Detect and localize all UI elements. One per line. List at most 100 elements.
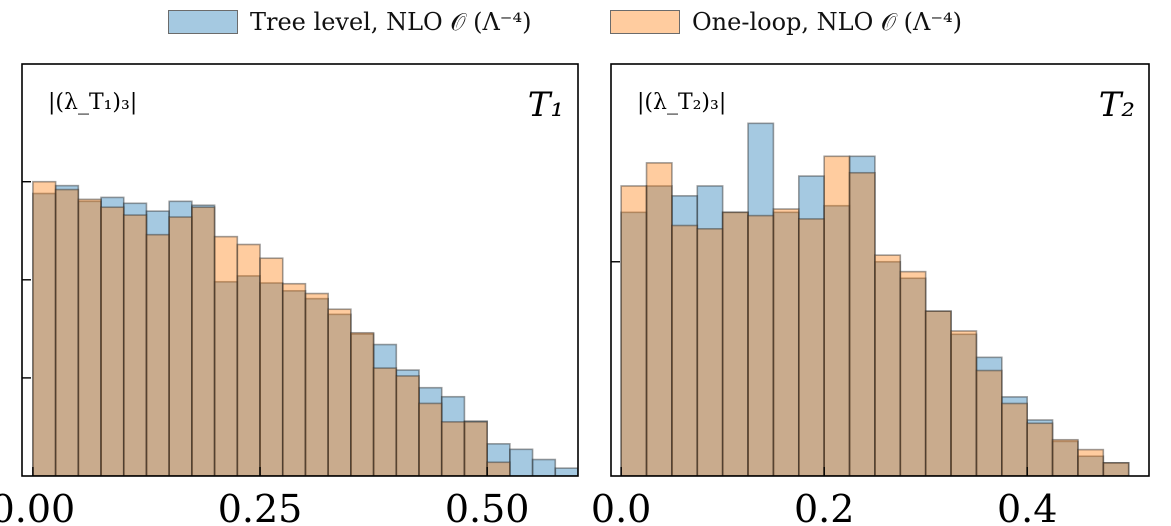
one-loop-bar-9 <box>848 171 876 476</box>
one-loop-bar-12 <box>304 292 329 476</box>
tree-level-bar-22 <box>531 458 557 476</box>
one-loop-bar-5 <box>145 233 170 476</box>
x-tick-label: 0.0 <box>591 487 651 526</box>
tree-level-bar-4 <box>122 202 148 476</box>
panel-label: T₁ <box>528 85 564 125</box>
tree-level-bar-14 <box>975 356 1003 476</box>
one-loop-bar-15 <box>1001 402 1028 476</box>
panel-t2: 0.0 0.2 0.4 |(λ_T₂)₃| T₂ <box>591 63 1150 526</box>
one-loop-bar-16 <box>395 375 420 476</box>
tree-level-bar-23 <box>554 467 578 476</box>
one-loop-bar-3 <box>696 228 724 476</box>
legend-label-tree: Tree level, NLO 𝒪 (Λ⁻⁴) <box>250 8 532 36</box>
tree-level-bar-8 <box>213 280 239 476</box>
legend: Tree level, NLO 𝒪 (Λ⁻⁴) One-loop, NLO 𝒪 … <box>0 0 1171 46</box>
tree-level-bar-0 <box>620 211 648 476</box>
one-loop-bar-13 <box>950 330 978 476</box>
tree-level-bar-19 <box>1102 462 1130 476</box>
one-loop-bar-15 <box>372 367 398 476</box>
legend-swatch-tree <box>168 10 238 34</box>
panel-t1: 0.00 0.25 0.50 |(λ_T₁)₃| T₁ <box>0 63 579 526</box>
quantity-label: |(λ_T₂)₃| <box>637 90 726 115</box>
tree-level-bar-15 <box>1001 396 1028 476</box>
tree-level-bar-8 <box>823 204 851 476</box>
tree-level-bar-9 <box>848 155 876 476</box>
one-loop-bar-7 <box>797 218 825 476</box>
one-loop-bar-10 <box>259 257 284 476</box>
tree-level-bar-7 <box>191 204 216 476</box>
tree-level-bar-7 <box>797 175 825 476</box>
one-loop-bar-20 <box>486 461 511 476</box>
one-loop-bar-8 <box>823 155 851 476</box>
one-loop-bar-16 <box>1026 422 1054 476</box>
panel-label: T₂ <box>1099 85 1135 125</box>
one-loop-bar-1 <box>645 162 673 476</box>
one-loop-bar-11 <box>899 270 927 476</box>
x-tick-label: 0.4 <box>997 487 1057 526</box>
one-loop-bar-18 <box>440 421 466 476</box>
tree-level-bar-5 <box>145 210 170 476</box>
one-loop-bar-0 <box>620 185 648 476</box>
tree-level-bar-21 <box>509 448 534 476</box>
one-loop-bar-0 <box>32 180 57 476</box>
tree-level-bar-6 <box>772 211 800 476</box>
tree-level-bar-1 <box>54 184 80 476</box>
tree-level-bar-9 <box>236 275 261 476</box>
tree-level-bar-13 <box>327 313 352 476</box>
one-loop-bar-18 <box>1077 448 1105 476</box>
tree-level-bar-19 <box>463 420 488 476</box>
one-loop-bar-13 <box>327 308 352 476</box>
tree-level-bar-4 <box>721 211 749 476</box>
plot-frame <box>610 63 1150 477</box>
tree-level-bar-10 <box>874 260 902 476</box>
x-tick-label: 0.50 <box>445 487 530 526</box>
tree-level-bar-3 <box>100 196 125 476</box>
one-loop-bar-14 <box>350 331 375 476</box>
tree-level-bar-13 <box>950 333 978 476</box>
tree-level-bar-11 <box>281 289 307 476</box>
x-tick-label: 0.25 <box>218 487 303 526</box>
one-loop-bar-6 <box>772 208 800 476</box>
x-tick-label: 0.2 <box>794 487 854 526</box>
legend-label-one-loop: One-loop, NLO 𝒪 (Λ⁻⁴) <box>692 8 962 36</box>
one-loop-bar-10 <box>874 254 902 476</box>
tree-level-bar-1 <box>645 185 673 476</box>
one-loop-bar-12 <box>924 310 952 476</box>
tree-level-bar-0 <box>32 192 57 476</box>
legend-swatch-one-loop <box>610 10 680 34</box>
one-loop-bar-5 <box>747 214 775 476</box>
tree-level-bar-17 <box>418 386 443 476</box>
legend-item-tree: Tree level, NLO 𝒪 (Λ⁻⁴) <box>168 6 531 38</box>
tree-level-bar-2 <box>671 195 699 476</box>
tree-level-bar-14 <box>350 333 375 476</box>
one-loop-bar-4 <box>721 211 749 476</box>
tree-level-bar-17 <box>1051 440 1079 476</box>
one-loop-bar-7 <box>191 206 216 476</box>
one-loop-bar-19 <box>1102 462 1130 476</box>
quantity-label: |(λ_T₁)₃| <box>48 90 137 115</box>
one-loop-bar-6 <box>168 216 193 476</box>
one-loop-bar-11 <box>281 282 307 476</box>
one-loop-bar-2 <box>671 224 699 476</box>
one-loop-bar-9 <box>236 243 261 476</box>
one-loop-bar-1 <box>54 188 80 476</box>
one-loop-bar-17 <box>418 402 443 476</box>
tree-level-bar-10 <box>259 282 284 476</box>
one-loop-bar-14 <box>975 369 1003 476</box>
tree-level-bar-20 <box>486 443 511 476</box>
tree-level-bar-12 <box>924 310 952 476</box>
one-loop-bar-17 <box>1051 438 1079 476</box>
one-loop-bar-3 <box>100 206 125 476</box>
plot-frame <box>21 63 579 477</box>
legend-item-one-loop: One-loop, NLO 𝒪 (Λ⁻⁴) <box>610 6 962 38</box>
tree-level-bar-3 <box>696 185 724 476</box>
one-loop-bar-2 <box>77 198 102 476</box>
one-loop-bar-4 <box>122 214 148 476</box>
tree-level-bar-5 <box>747 122 775 476</box>
one-loop-bar-8 <box>213 235 239 476</box>
tree-level-bar-11 <box>899 277 927 476</box>
x-tick-label: 0.00 <box>0 487 75 526</box>
tree-level-bar-18 <box>440 395 466 476</box>
one-loop-bar-19 <box>463 421 488 476</box>
